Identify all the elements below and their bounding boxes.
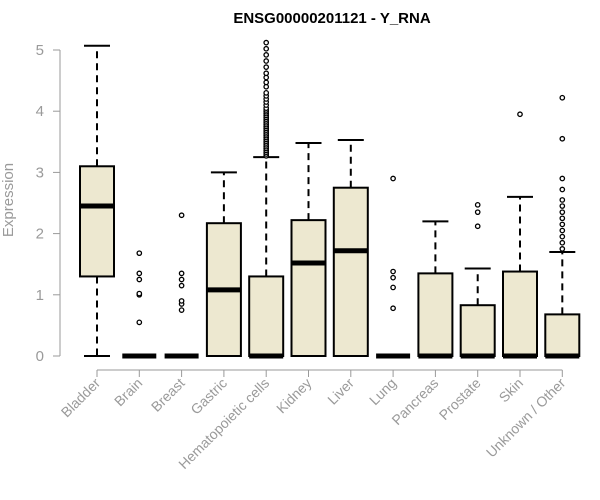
x-tick-label-lung: Lung xyxy=(366,375,399,408)
outlier-hematopoietic-cells-31 xyxy=(263,89,270,96)
outlier-unknown-other-11 xyxy=(559,135,566,142)
outlier-brain-3 xyxy=(136,276,143,283)
outlier-brain-4 xyxy=(136,270,143,277)
x-tick-label-prostate: Prostate xyxy=(436,375,484,423)
outlier-hematopoietic-cells-35 xyxy=(263,70,270,77)
box-body-liver xyxy=(332,186,369,357)
y-tick-label-2: 2 xyxy=(36,226,44,243)
box-breast xyxy=(164,212,199,359)
box-body-unknown-other xyxy=(544,313,581,358)
outlier-unknown-other-10 xyxy=(559,175,566,182)
outlier-lung-2 xyxy=(390,274,396,281)
box-body-pancreas xyxy=(417,272,454,358)
x-tick-label-breast: Breast xyxy=(148,375,188,415)
y-tick-label-3: 3 xyxy=(36,164,44,181)
box-prostate xyxy=(459,201,496,359)
y-tick-label-4: 4 xyxy=(36,103,44,120)
outlier-brain-2 xyxy=(136,290,143,297)
outlier-unknown-other-1 xyxy=(559,239,566,246)
box-bladder xyxy=(79,44,115,357)
box-skin xyxy=(502,111,538,359)
y-tick-label-0: 0 xyxy=(36,348,44,365)
x-tick-label-bladder: Bladder xyxy=(58,375,104,421)
outlier-unknown-other-2 xyxy=(559,233,566,240)
outlier-unknown-other-4 xyxy=(559,221,566,228)
outlier-hematopoietic-cells-38 xyxy=(263,52,270,58)
x-tick-label-brain: Brain xyxy=(111,375,145,409)
outlier-breast-5 xyxy=(178,270,185,277)
outlier-unknown-other-5 xyxy=(559,215,566,222)
outlier-prostate-2 xyxy=(474,201,481,208)
outlier-unknown-other-3 xyxy=(559,227,566,234)
outlier-unknown-other-6 xyxy=(559,209,566,216)
box-body-hematopoietic-cells xyxy=(248,275,285,357)
x-tick-label-pancreas: Pancreas xyxy=(388,375,441,428)
x-tick-label-skin: Skin xyxy=(496,375,527,406)
outlier-lung-4 xyxy=(390,175,396,182)
x-tick-label-unknown-other: Unknown / Other xyxy=(483,375,569,461)
outlier-hematopoietic-cells-37 xyxy=(263,58,270,64)
outlier-unknown-other-7 xyxy=(559,203,566,209)
outlier-lung-1 xyxy=(390,284,396,291)
outlier-breast-0 xyxy=(178,307,185,313)
outlier-breast-3 xyxy=(178,282,185,289)
box-liver xyxy=(332,138,369,357)
x-tick-label-liver: Liver xyxy=(324,375,357,408)
outlier-hematopoietic-cells-36 xyxy=(263,64,270,70)
outlier-breast-6 xyxy=(178,212,185,219)
outlier-breast-2 xyxy=(178,298,185,304)
box-pancreas xyxy=(417,220,454,359)
box-gastric xyxy=(205,171,242,357)
outlier-lung-0 xyxy=(390,305,396,312)
box-lung xyxy=(376,175,411,359)
outlier-unknown-other-0 xyxy=(559,246,566,252)
box-brain xyxy=(122,250,157,359)
x-tick-label-kidney: Kidney xyxy=(273,375,315,417)
box-body-prostate xyxy=(459,304,496,358)
box-unknown-other xyxy=(544,94,581,359)
outlier-hematopoietic-cells-39 xyxy=(263,45,270,52)
outlier-prostate-0 xyxy=(474,223,481,230)
box-body-kidney xyxy=(290,219,327,357)
outlier-unknown-other-9 xyxy=(559,186,566,193)
outlier-hematopoietic-cells-40 xyxy=(263,39,270,46)
plot-area xyxy=(79,39,581,359)
outlier-hematopoietic-cells-33 xyxy=(263,79,270,86)
y-axis: 0 1 2 3 4 5 xyxy=(36,42,61,365)
outlier-brain-5 xyxy=(136,250,143,257)
outlier-lung-3 xyxy=(390,268,396,275)
box-body-skin xyxy=(502,270,538,358)
outlier-brain-0 xyxy=(136,319,143,326)
box-kidney xyxy=(290,142,327,357)
box-body-bladder xyxy=(79,165,115,278)
outlier-skin-0 xyxy=(517,111,523,118)
outlier-prostate-1 xyxy=(474,209,481,216)
chart-title: ENSG00000201121 - Y_RNA xyxy=(233,10,431,27)
box-hematopoietic-cells xyxy=(248,39,285,359)
outlier-unknown-other-8 xyxy=(559,197,566,203)
outlier-breast-4 xyxy=(178,276,185,283)
outlier-unknown-other-12 xyxy=(559,94,566,101)
y-tick-label-5: 5 xyxy=(36,42,44,59)
y-axis-label: Expression xyxy=(0,163,17,237)
y-tick-label-1: 1 xyxy=(36,287,44,304)
